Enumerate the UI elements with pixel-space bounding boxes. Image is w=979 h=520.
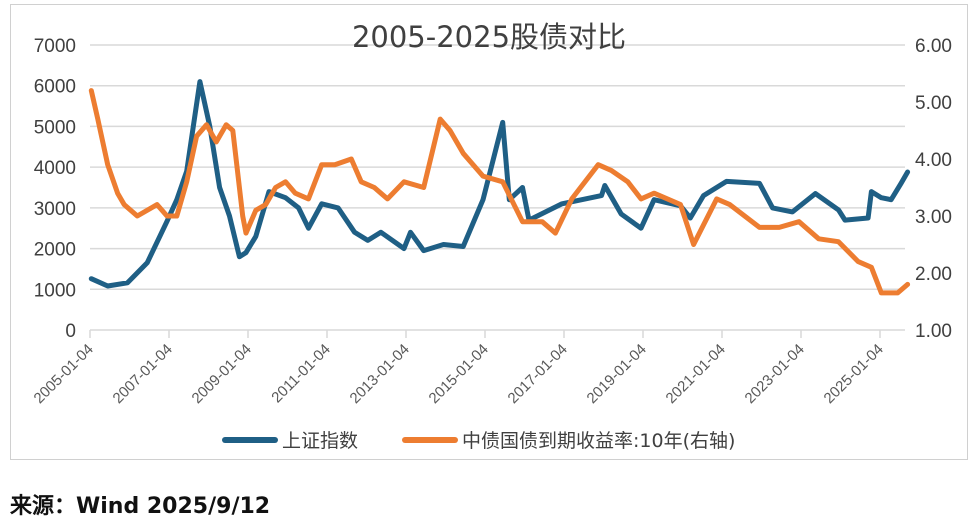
y-right-tick-label: 3.00 (915, 207, 952, 228)
y-left-tick-label: 6000 (34, 77, 76, 98)
y-left-tick-label: 5000 (34, 117, 76, 138)
x-tick-label: 2025-01-04 (821, 341, 887, 407)
source-note: 来源：Wind 2025/9/12 (10, 494, 271, 519)
x-tick-label: 2019-01-04 (584, 341, 650, 407)
series-line-1 (88, 88, 911, 296)
y-left-tick-label: 4000 (34, 158, 76, 179)
y-left-tick-label: 3000 (34, 199, 76, 220)
y-right-tick-label: 5.00 (915, 93, 952, 114)
y-right-tick-label: 2.00 (915, 264, 952, 285)
y-left-tick-label: 0 (65, 321, 76, 342)
x-tick-label: 2011-01-04 (268, 341, 333, 406)
x-tick-label: 2023-01-04 (742, 341, 808, 407)
y-right-tick-label: 6.00 (915, 36, 952, 57)
y-right-tick-label: 4.00 (915, 150, 952, 171)
legend-label: 中债国债到期收益率:10年(右轴) (462, 430, 735, 452)
x-tick-label: 2005-01-04 (31, 341, 97, 407)
line-chart: 0 1000 2000 3000 4000 5000 6000 7000 1.00 2.00 3.0… (31, 20, 952, 452)
legend-label: 上证指数 (282, 430, 358, 452)
x-tick-label: 2013-01-04 (347, 341, 413, 407)
y-right-tick-label: 1.00 (915, 321, 952, 342)
y-left-tick-label: 1000 (34, 280, 76, 301)
series-line-0 (88, 79, 911, 289)
x-tick-label: 2009-01-04 (189, 341, 255, 407)
x-tick-label: 2021-01-04 (663, 341, 729, 407)
chart-title: 2005-2025股债对比 (352, 20, 626, 54)
y-left-tick-label: 2000 (34, 240, 76, 261)
x-tick-label: 2007-01-04 (110, 341, 176, 407)
y-left-tick-label: 7000 (34, 36, 76, 57)
chart-frame (10, 4, 968, 460)
x-tick-label: 2017-01-04 (505, 341, 571, 407)
x-tick-label: 2015-01-04 (426, 341, 492, 407)
